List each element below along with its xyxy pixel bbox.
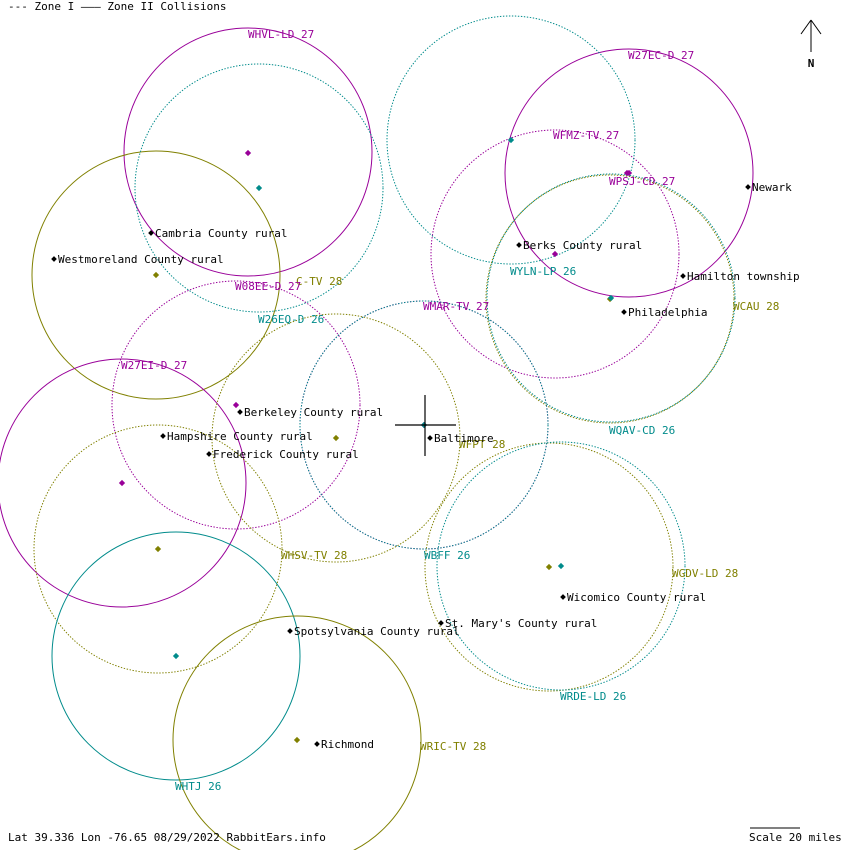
- scale-label: Scale 20 miles: [749, 831, 842, 844]
- station-label-whvl-ld-27: WHVL-LD 27: [248, 28, 314, 41]
- station-label-wcau-28: WCAU 28: [733, 300, 779, 313]
- transmitter-marker-wfmz-tv-27: [551, 250, 559, 258]
- transmitter-marker-c-tv-28: [152, 271, 160, 279]
- coverage-circle-wfmz-tv-27: [430, 129, 680, 379]
- coverage-circle-w27ei-d-27: [0, 358, 247, 608]
- coverage-circle-wqav-cd-26: [486, 173, 736, 423]
- station-label-w26eq-d-26: W26EQ-D 26: [258, 313, 324, 326]
- transmitter-marker-whvl-ld-27: [244, 149, 252, 157]
- place-marker-wicomico-county-rural: [560, 594, 566, 600]
- station-label-wric-tv-28: WRIC-TV 28: [420, 740, 486, 753]
- station-label-wpsj-cd-27: WPSJ-CD 27: [609, 175, 675, 188]
- north-arrow-icon: [800, 19, 822, 52]
- place-marker-westmoreland-county-rural: [51, 256, 57, 262]
- coverage-circle-wrde-ld-26: [436, 441, 686, 691]
- station-label-wgdv-ld-28: WGDV-LD 28: [672, 567, 738, 580]
- place-label-westmoreland-county-rural: Westmoreland County rural: [58, 253, 224, 266]
- transmitter-marker-wyln-lp-26: [507, 136, 515, 144]
- transmitter-marker-wfpt-28: [332, 434, 340, 442]
- place-marker-st-mary-s-county-rural: [438, 620, 444, 626]
- transmitter-marker-whtj-26: [172, 652, 180, 660]
- station-label-wfpt-28: WFPT 28: [459, 438, 505, 451]
- place-label-newark: Newark: [752, 181, 792, 194]
- station-label-whtj-26: WHTJ 26: [175, 780, 221, 793]
- coverage-circle-wyln-lp-26: [386, 15, 636, 265]
- station-labels: WHVL-LD 27 W27EC-D 27 WFMZ-TV 27 WPSJ-CD 27…: [121, 28, 779, 793]
- coverage-circle-wbff-26: [299, 300, 549, 550]
- station-label-wqav-cd-26: WQAV-CD 26: [609, 424, 675, 437]
- place-marker-hamilton-township: [680, 273, 686, 279]
- station-label-w08ee-d-27: W08EE-D 27: [235, 280, 301, 293]
- place-marker-berks-county-rural: [516, 242, 522, 248]
- station-label-wmar-tv-27: WMAR-TV 27: [423, 300, 489, 313]
- station-label-whsv-tv-28: WHSV-TV 28: [281, 549, 347, 562]
- coverage-circle-w26eq-d-26: [134, 63, 384, 313]
- transmitter-marker-wric-tv-28: [293, 736, 301, 744]
- place-marker-newark: [745, 184, 751, 190]
- place-marker-philadelphia: [621, 309, 627, 315]
- place-label-hamilton-township: Hamilton township: [687, 270, 800, 283]
- coverage-circle-c-tv-28: [31, 150, 281, 400]
- coverage-circle-wric-tv-28: [172, 615, 422, 850]
- north-label: N: [808, 57, 815, 70]
- place-label-berkeley-county-rural: Berkeley County rural: [244, 406, 383, 419]
- transmitter-marker-wrde-ld-26: [557, 562, 565, 570]
- station-label-wfmz-tv-27: WFMZ-TV 27: [553, 129, 619, 142]
- coverage-circle-whtj-26: [51, 531, 301, 781]
- place-label-hampshire-county-rural: Hampshire County rural: [167, 430, 313, 443]
- station-label-wbff-26: WBFF 26: [424, 549, 470, 562]
- place-label-cambria-county-rural: Cambria County rural: [155, 227, 287, 240]
- transmitter-marker-w27ei-d-27: [118, 479, 126, 487]
- place-label-philadelphia: Philadelphia: [628, 306, 707, 319]
- coverage-circle-wfpt-28: [211, 313, 461, 563]
- coverage-circle-wcau-28: [485, 174, 735, 424]
- transmitter-marker-w08ee-d-27: [232, 401, 240, 409]
- place-markers: Newark Berks County rural Hamilton townshi…: [51, 181, 800, 751]
- place-label-spotsylvania-county-rural: Spotsylvania County rural: [294, 625, 460, 638]
- coverage-circle-wgdv-ld-28: [424, 442, 674, 692]
- station-label-w27ec-d-27: W27EC-D 27: [628, 49, 694, 62]
- coverage-circle-whvl-ld-27: [123, 27, 373, 277]
- place-label-frederick-county-rural: Frederick County rural: [213, 448, 359, 461]
- place-label-berks-county-rural: Berks County rural: [523, 239, 642, 252]
- place-marker-baltimore: [427, 435, 433, 441]
- place-label-richmond: Richmond: [321, 738, 374, 751]
- station-label-c-tv-28: C-TV 28: [296, 275, 342, 288]
- place-marker-spotsylvania-county-rural: [287, 628, 293, 634]
- place-marker-berkeley-county-rural: [237, 409, 243, 415]
- coverage-circle-w27ec-d-27: [504, 48, 754, 298]
- legend-text: --- Zone I ——— Zone II Collisions: [8, 0, 227, 13]
- place-marker-richmond: [314, 741, 320, 747]
- transmitter-marker-wgdv-ld-28: [545, 563, 553, 571]
- place-label-wicomico-county-rural: Wicomico County rural: [567, 591, 706, 604]
- place-marker-frederick-county-rural: [206, 451, 212, 457]
- coverage-circle-whsv-tv-28: [33, 424, 283, 674]
- place-marker-cambria-county-rural: [148, 230, 154, 236]
- station-label-w27ei-d-27: W27EI-D 27: [121, 359, 187, 372]
- coverage-circle-w08ee-d-27: [111, 280, 361, 530]
- coverage-circles: [0, 15, 754, 850]
- station-label-wyln-lp-26: WYLN-LP 26: [510, 265, 576, 278]
- place-label-st-mary-s-county-rural: St. Mary's County rural: [445, 617, 597, 630]
- place-label-baltimore: Baltimore: [434, 432, 494, 445]
- status-text: Lat 39.336 Lon -76.65 08/29/2022 RabbitE…: [8, 831, 326, 844]
- transmitter-marker-whsv-tv-28: [154, 545, 162, 553]
- crosshair-icon: [395, 395, 456, 456]
- station-label-wrde-ld-26: WRDE-LD 26: [560, 690, 626, 703]
- transmitter-marker-w26eq-d-26: [255, 184, 263, 192]
- place-marker-hampshire-county-rural: [160, 433, 166, 439]
